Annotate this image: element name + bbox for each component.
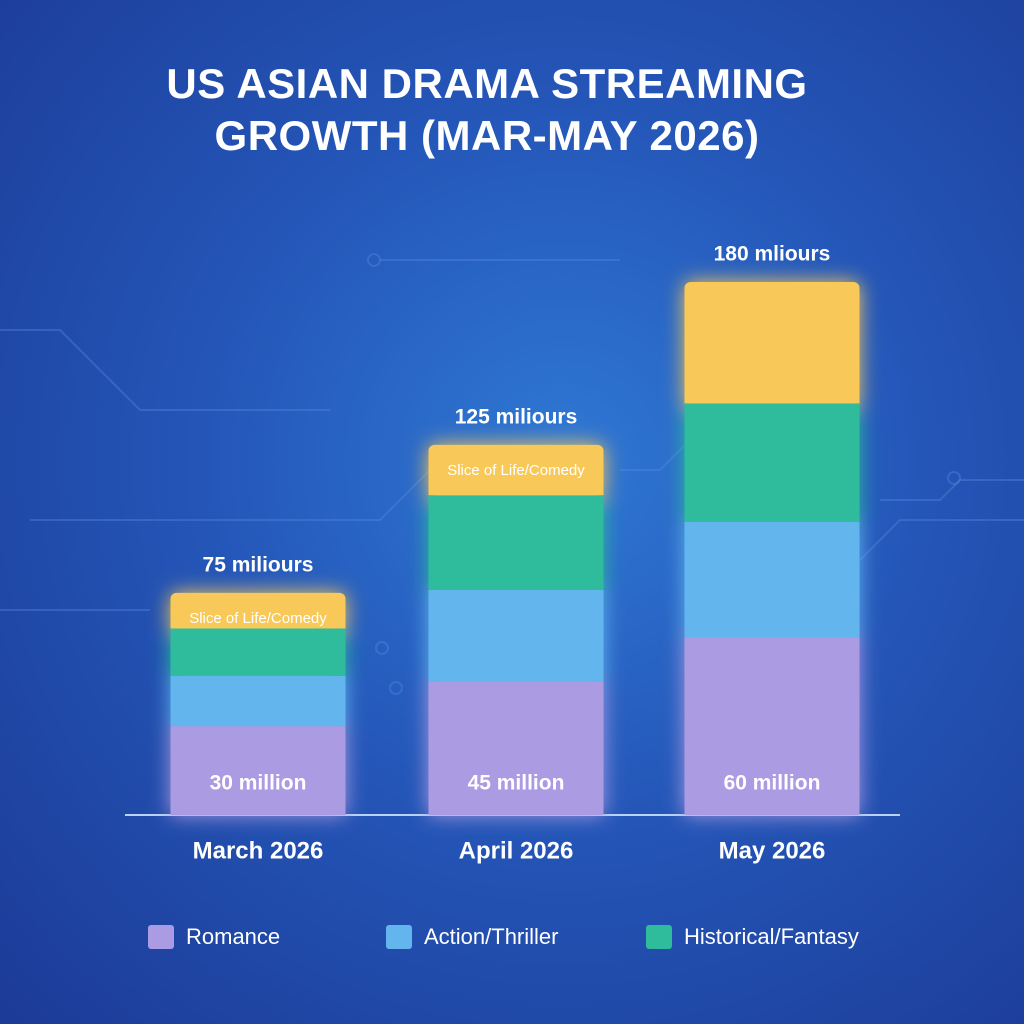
- bar-segment: [428, 589, 604, 682]
- bar-segment: [684, 403, 860, 522]
- segment-name: Slice of Life/Comedy: [189, 610, 327, 627]
- bar-segment: [170, 675, 346, 727]
- bar-segment: [170, 726, 346, 815]
- segment-label: 30 million: [210, 772, 307, 795]
- total-label: 180 mliours: [714, 243, 831, 266]
- segment-name: Slice of Life/Comedy: [447, 462, 585, 479]
- x-tick-label: March 2026: [193, 837, 324, 864]
- legend-label: Action/Thriller: [424, 924, 558, 949]
- bar-segment: [170, 628, 346, 676]
- chart-title: US ASIAN DRAMA STREAMING GROWTH (MAR-MAY…: [166, 60, 808, 159]
- total-label: 125 miliours: [455, 405, 578, 428]
- bar-segment: [684, 637, 860, 815]
- bar-segment-fill: [684, 290, 860, 404]
- legend-swatch: [646, 925, 672, 949]
- bar-segment-fill: [428, 452, 604, 496]
- bar-segment: [684, 521, 860, 638]
- legend-swatch: [148, 925, 174, 949]
- total-label: 75 miliours: [203, 553, 314, 576]
- bar-stack: [170, 592, 346, 815]
- x-tick-label: May 2026: [719, 837, 826, 864]
- bar-segment: [428, 495, 604, 590]
- segment-label: 45 million: [468, 772, 565, 795]
- circuit-decoration: [0, 253, 1024, 695]
- bar-segment-fill: [170, 600, 346, 629]
- x-tick-label: April 2026: [459, 837, 574, 864]
- legend-swatch: [386, 925, 412, 949]
- bar-stack: [684, 282, 860, 815]
- segment-label: 60 million: [724, 772, 821, 795]
- bar-stack: [428, 444, 604, 815]
- bar-segment: [428, 681, 604, 815]
- legend-label: Historical/Fantasy: [684, 924, 859, 949]
- legend-label: Romance: [186, 924, 280, 949]
